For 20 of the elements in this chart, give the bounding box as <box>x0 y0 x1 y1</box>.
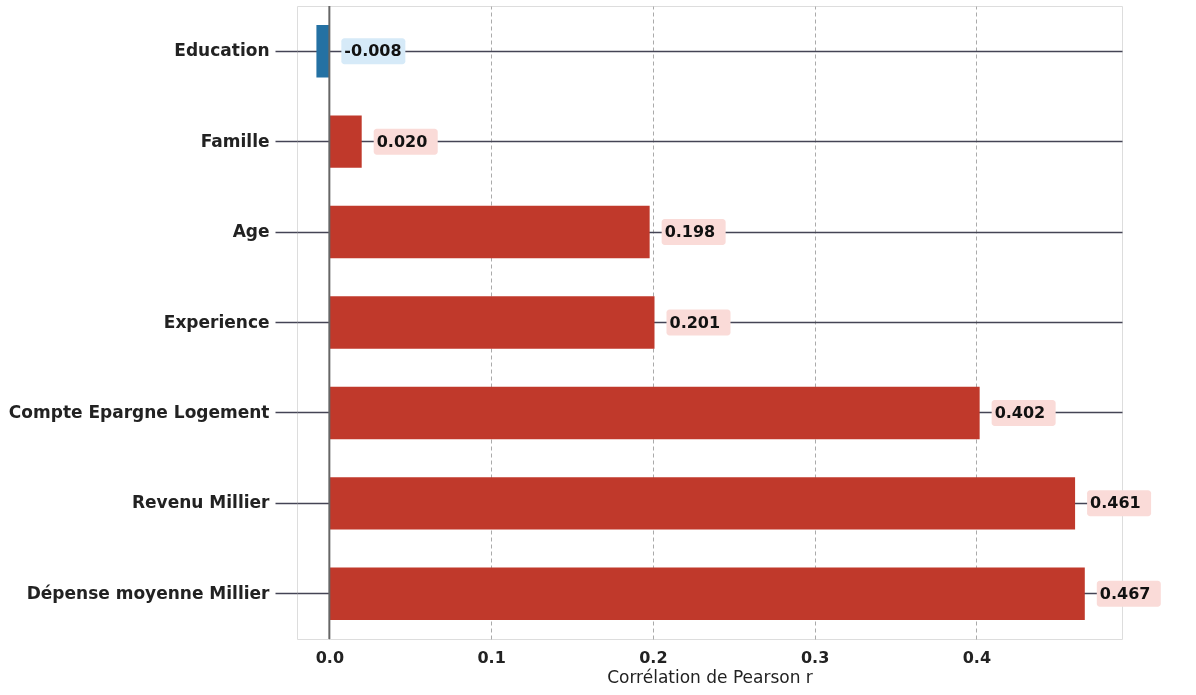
y-tick-label: Age <box>232 221 270 242</box>
data-label: 0.201 <box>669 312 721 332</box>
y-tick-label: Dépense moyenne Millier <box>26 582 271 603</box>
x-tick-label: 0.2 <box>639 647 668 667</box>
y-tick-label: Famille <box>200 130 270 151</box>
y-tick-label: Compte Epargne Logement <box>8 401 270 422</box>
data-label: 0.461 <box>1090 493 1141 513</box>
y-tick-label: Revenu Millier <box>132 492 271 513</box>
x-tick-label: 0.4 <box>962 647 992 667</box>
y-tick-label: Experience <box>163 311 270 332</box>
data-label: -0.008 <box>344 41 402 61</box>
x-tick-label: 0.0 <box>315 647 345 667</box>
data-label: 0.402 <box>994 402 1046 422</box>
data-label: 0.020 <box>376 131 428 151</box>
x-tick-label: 0.3 <box>800 647 830 667</box>
data-label: 0.198 <box>664 222 716 242</box>
x-axis-title: Corrélation de Pearson r <box>607 666 813 687</box>
data-label: 0.467 <box>1099 583 1151 603</box>
x-tick-label: 0.1 <box>477 647 506 667</box>
y-tick-label: Education <box>174 40 270 61</box>
